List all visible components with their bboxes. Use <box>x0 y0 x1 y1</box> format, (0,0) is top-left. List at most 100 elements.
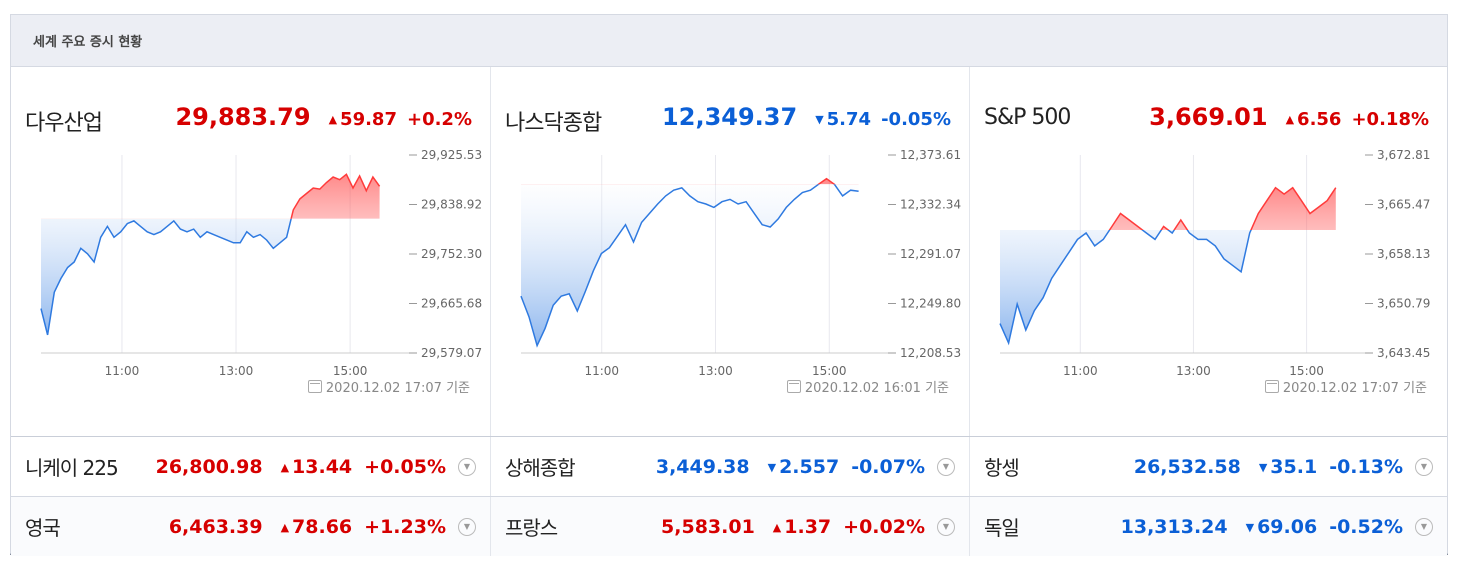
y-tick-label: 3,672.81 <box>1377 148 1430 162</box>
y-tick-label: 3,658.13 <box>1377 247 1430 261</box>
cell-change: ▼ 2.557 <box>768 456 840 478</box>
y-tick-label: 29,838.92 <box>421 198 482 212</box>
index-chart: 29,925.53 29,838.92 29,752.30 29,665.68 29,5… <box>40 148 482 378</box>
series-line-down <box>999 230 1252 346</box>
cell-price: 5,583.01 <box>661 515 755 538</box>
cell-values: 3,449.38 ▼ 2.557 -0.07% <box>656 456 925 478</box>
index-cell-uk[interactable]: 영국 6,463.39 ▲ 78.66 +1.23% ▼ <box>11 497 491 556</box>
area-below <box>1000 230 1336 343</box>
down-arrow-icon: ▼ <box>767 460 777 474</box>
cell-pct: +1.23% <box>364 515 446 538</box>
index-price: 29,883.79 <box>175 103 311 131</box>
index-row: 영국 6,463.39 ▲ 78.66 +1.23% ▼ 프랑스 5,583.01… <box>11 496 1447 556</box>
cell-pct: +0.05% <box>364 455 446 478</box>
cell-price: 26,800.98 <box>155 455 263 478</box>
index-panel-sp500[interactable]: S&P 500 3,669.01 ▲ 6.56 +0.18% 3,672.81 3,… <box>970 67 1447 436</box>
cell-name: 니케이 225 <box>25 456 119 480</box>
series-line-up <box>290 173 381 219</box>
cell-change: ▼ 69.06 <box>1246 516 1318 538</box>
chevron-down-icon[interactable]: ▼ <box>1415 517 1433 536</box>
index-change: ▲ 59.87 <box>329 109 397 130</box>
cell-values: 13,313.24 ▼ 69.06 -0.52% <box>1121 516 1403 538</box>
calendar-icon <box>786 380 801 393</box>
up-arrow-icon: ▲ <box>280 520 290 534</box>
change-value: 1.37 <box>784 515 832 538</box>
cell-change: ▲ 13.44 <box>281 456 353 478</box>
cell-name: 프랑스 <box>505 516 558 540</box>
y-tick-label: 29,752.30 <box>421 247 482 261</box>
change-value: 35.1 <box>1270 455 1318 478</box>
timestamp-text: 2020.12.02 16:01 기준 <box>804 381 949 396</box>
index-values: 29,883.79 ▲ 59.87 +0.2% <box>175 103 472 131</box>
chevron-down-icon[interactable]: ▼ <box>937 517 955 536</box>
index-price: 3,669.01 <box>1149 103 1268 131</box>
calendar-icon <box>1264 380 1279 393</box>
chevron-down-icon[interactable]: ▼ <box>937 457 955 476</box>
change-value: 78.66 <box>292 515 353 538</box>
change-value: 13.44 <box>292 455 353 478</box>
cell-price: 6,463.39 <box>168 515 263 538</box>
index-change: ▲ 6.56 <box>1286 109 1342 130</box>
widget-header: 세계 주요 증시 현황 <box>11 15 1447 67</box>
chevron-down-icon[interactable]: ▼ <box>458 517 476 536</box>
timestamp: 2020.12.02 16:01 기준 <box>786 377 949 396</box>
up-arrow-icon: ▲ <box>328 113 338 126</box>
index-price: 12,349.37 <box>662 103 798 131</box>
index-panel-nasdaq[interactable]: 나스닥종합 12,349.37 ▼ 5.74 -0.05% 12,373.61 12… <box>491 67 970 436</box>
cell-values: 26,800.98 ▲ 13.44 +0.05% <box>156 456 446 478</box>
index-pct: -0.05% <box>881 109 951 130</box>
down-arrow-icon: ▼ <box>815 113 824 126</box>
timestamp-text: 2020.12.02 17:07 기준 <box>1282 381 1427 396</box>
x-tick-label: 11:00 <box>1063 364 1098 378</box>
chevron-down-icon[interactable]: ▼ <box>1415 457 1433 476</box>
y-tick-label: 3,650.79 <box>1377 297 1430 311</box>
cell-change: ▼ 35.1 <box>1259 456 1317 478</box>
change-value: 69.06 <box>1257 515 1318 538</box>
index-panels: 다우산업 29,883.79 ▲ 59.87 +0.2% 29,925.53 29,… <box>11 67 1447 436</box>
change-value: 2.557 <box>779 455 840 478</box>
cell-change: ▲ 1.37 <box>773 516 831 538</box>
timestamp-text: 2020.12.02 17:07 기준 <box>325 381 470 396</box>
timestamp: 2020.12.02 17:07 기준 <box>1264 377 1427 396</box>
cell-values: 5,583.01 ▲ 1.37 +0.02% <box>661 516 925 538</box>
index-cell-germany[interactable]: 독일 13,313.24 ▼ 69.06 -0.52% ▼ <box>970 497 1447 556</box>
index-chart: 12,373.61 12,332.34 12,291.07 12,249.80 12,2… <box>520 148 961 378</box>
series-line-up <box>1108 186 1337 231</box>
timestamp: 2020.12.02 17:07 기준 <box>307 377 470 396</box>
index-list: 니케이 225 26,800.98 ▲ 13.44 +0.05% ▼ 상해종합 3… <box>11 436 1447 556</box>
index-values: 3,669.01 ▲ 6.56 +0.18% <box>1149 103 1429 131</box>
area-below <box>41 218 292 335</box>
world-stock-widget: 세계 주요 증시 현황 다우산업 29,883.79 ▲ 59.87 +0.2% … <box>10 14 1448 556</box>
chevron-down-icon[interactable]: ▼ <box>458 457 476 476</box>
index-cell-shanghai[interactable]: 상해종합 3,449.38 ▼ 2.557 -0.07% ▼ <box>491 437 970 496</box>
cell-pct: -0.07% <box>851 455 925 478</box>
x-tick-label: 13:00 <box>1176 364 1211 378</box>
y-tick-label: 3,643.45 <box>1377 346 1430 360</box>
cell-price: 26,532.58 <box>1133 455 1241 478</box>
index-panel-dow[interactable]: 다우산업 29,883.79 ▲ 59.87 +0.2% 29,925.53 29,… <box>11 67 491 436</box>
widget-title: 세계 주요 증시 현황 <box>33 35 143 50</box>
up-arrow-icon: ▲ <box>1285 113 1295 126</box>
cell-name: 영국 <box>25 516 61 540</box>
series-line-down <box>40 218 292 336</box>
x-tick-label: 11:00 <box>105 364 140 378</box>
y-tick-label: 29,665.68 <box>421 297 482 311</box>
cell-pct: +0.02% <box>843 515 925 538</box>
cell-name: 항셍 <box>984 456 1020 480</box>
area-above <box>1109 187 1336 231</box>
y-tick-label: 29,925.53 <box>421 148 482 162</box>
x-tick-label: 13:00 <box>219 364 254 378</box>
cell-name: 독일 <box>984 516 1020 540</box>
down-arrow-icon: ▼ <box>1245 520 1255 534</box>
index-cell-nikkei[interactable]: 니케이 225 26,800.98 ▲ 13.44 +0.05% ▼ <box>11 437 491 496</box>
index-cell-hangseng[interactable]: 항셍 26,532.58 ▼ 35.1 -0.13% ▼ <box>970 437 1447 496</box>
change-value: 6.56 <box>1297 109 1342 130</box>
up-arrow-icon: ▲ <box>280 460 290 474</box>
y-tick-label: 12,249.80 <box>900 297 961 311</box>
x-tick-label: 15:00 <box>333 364 368 378</box>
cell-values: 6,463.39 ▲ 78.66 +1.23% <box>169 516 446 538</box>
y-tick-label: 12,291.07 <box>900 247 961 261</box>
cell-values: 26,532.58 ▼ 35.1 -0.13% <box>1134 456 1403 478</box>
index-cell-france[interactable]: 프랑스 5,583.01 ▲ 1.37 +0.02% ▼ <box>491 497 970 556</box>
y-tick-label: 12,373.61 <box>900 148 961 162</box>
